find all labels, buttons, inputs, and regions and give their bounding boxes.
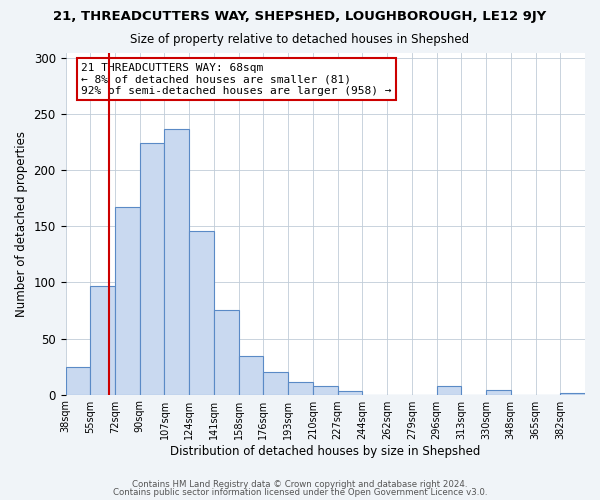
Bar — [189, 231, 214, 394]
Bar — [115, 208, 140, 394]
Bar — [437, 386, 461, 394]
Text: Contains public sector information licensed under the Open Government Licence v3: Contains public sector information licen… — [113, 488, 487, 497]
Bar — [313, 386, 338, 394]
Bar — [263, 372, 288, 394]
Bar — [338, 391, 362, 394]
Bar — [214, 310, 239, 394]
Text: Contains HM Land Registry data © Crown copyright and database right 2024.: Contains HM Land Registry data © Crown c… — [132, 480, 468, 489]
Text: 21 THREADCUTTERS WAY: 68sqm
← 8% of detached houses are smaller (81)
92% of semi: 21 THREADCUTTERS WAY: 68sqm ← 8% of deta… — [81, 63, 392, 96]
Y-axis label: Number of detached properties: Number of detached properties — [15, 130, 28, 316]
Bar — [65, 366, 90, 394]
Text: 21, THREADCUTTERS WAY, SHEPSHED, LOUGHBOROUGH, LE12 9JY: 21, THREADCUTTERS WAY, SHEPSHED, LOUGHBO… — [53, 10, 547, 23]
Bar — [164, 129, 189, 394]
Bar — [90, 286, 115, 395]
Bar — [239, 356, 263, 395]
Bar — [486, 390, 511, 394]
Bar — [288, 382, 313, 394]
X-axis label: Distribution of detached houses by size in Shepshed: Distribution of detached houses by size … — [170, 444, 481, 458]
Bar — [140, 144, 164, 394]
Text: Size of property relative to detached houses in Shepshed: Size of property relative to detached ho… — [130, 32, 470, 46]
